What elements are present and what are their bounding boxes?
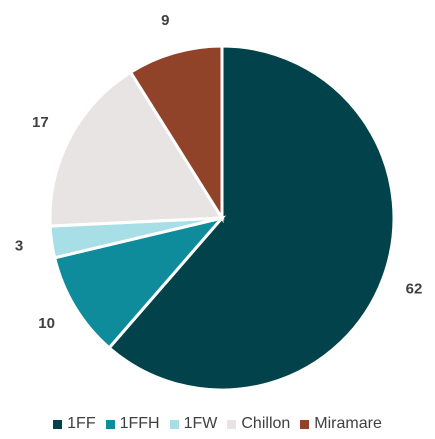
legend-swatch [227,419,237,429]
legend-label: 1FW [183,415,218,432]
legend-label: Chillon [241,415,291,432]
legend-label: 1FFH [119,415,160,432]
data-label: 62 [406,281,423,298]
legend-swatch [53,419,63,429]
legend-label: Miramare [314,415,382,432]
legend-item: 1FW [169,415,218,433]
pie-slice [48,70,225,228]
legend-item: 1FFH [105,415,160,433]
data-label: 17 [32,114,49,131]
legend-label: 1FF [67,415,96,432]
pie-slice [107,44,396,392]
data-label: 3 [15,238,23,255]
legend-item: Chillon [227,415,290,433]
legend-swatch [105,419,115,429]
legend-item: Miramare [300,415,382,433]
pie-slice [128,44,224,224]
legend: 1FF 1FFH 1FW Chillon Miramare [0,415,435,433]
data-label: 9 [161,12,169,29]
chart: 62 10 3 17 9 [15,12,423,392]
legend-swatch [300,419,310,429]
legend-item: 1FF [53,415,96,433]
data-label: 10 [38,315,55,332]
pie-slice [52,215,227,350]
legend-swatch [169,419,179,429]
